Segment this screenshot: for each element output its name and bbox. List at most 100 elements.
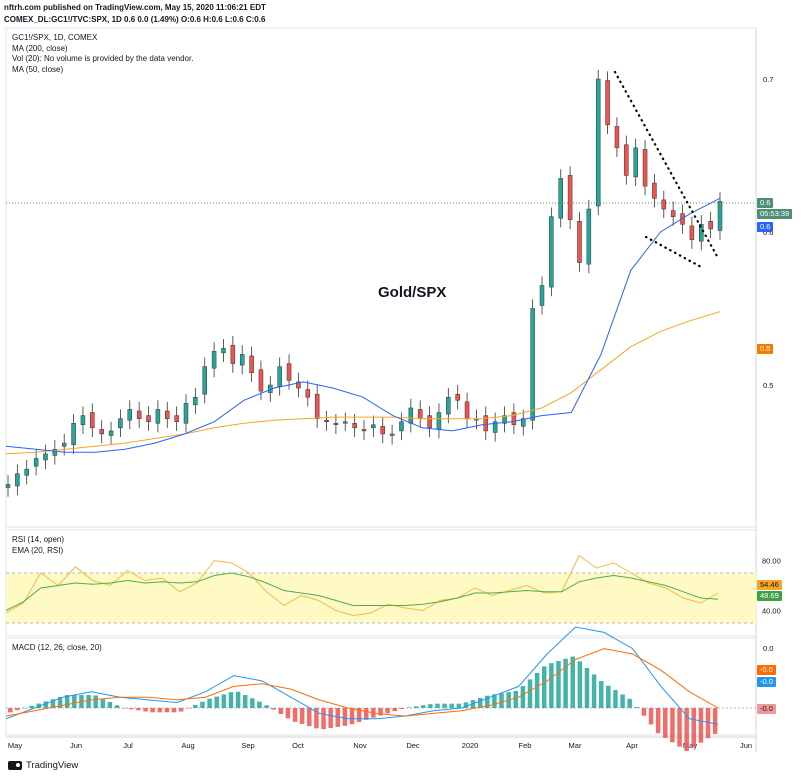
macd-histogram-bar	[164, 708, 170, 713]
candle	[211, 351, 217, 369]
legend-rsi-ema[interactable]: EMA (20, RSI)	[12, 545, 64, 555]
macd-histogram-bar	[385, 708, 390, 714]
macd-histogram-bar	[584, 667, 590, 708]
candle	[521, 418, 526, 427]
rsi-value-tag: 54.46	[757, 580, 782, 590]
legend-rsi[interactable]: RSI (14, open)	[12, 535, 65, 544]
macd-histogram-bar	[634, 707, 640, 708]
legend-volume[interactable]: Vol (20): No volume is provided by the d…	[12, 54, 194, 63]
ohlc-line: COMEX_DL:GC1!/TVC:SPX, 1D 0.6 0.0 (1.49%…	[4, 15, 266, 24]
candle	[558, 178, 563, 219]
time-tick-label: Aug	[181, 741, 194, 750]
legend-macd[interactable]: MACD (12, 26, close, 20)	[12, 643, 102, 652]
macd-value-tag: -0.0	[757, 677, 776, 687]
macd-histogram-bar	[292, 708, 298, 722]
candle	[586, 208, 592, 265]
ma200-price-tag: 0.5	[757, 344, 774, 354]
macd-histogram-bar	[57, 697, 63, 708]
candle	[343, 421, 348, 424]
candle	[61, 442, 67, 447]
pane-frame-0	[5, 27, 757, 528]
macd-histogram-bar	[86, 695, 91, 708]
candle	[708, 221, 713, 230]
footer-brand[interactable]: TradingView	[8, 760, 78, 771]
candle	[165, 410, 170, 419]
macd-histogram-bar	[314, 708, 319, 729]
candle	[614, 126, 620, 149]
macd-histogram-bar	[378, 708, 383, 716]
macd-histogram-bar	[420, 705, 426, 708]
candle	[670, 210, 676, 217]
macd-histogram-bar	[499, 693, 504, 708]
legend-ma200[interactable]: MA (200, close)	[12, 43, 68, 53]
macd-histogram-bar	[221, 694, 227, 708]
macd-histogram-bar	[556, 660, 561, 708]
macd-histogram-bar	[670, 708, 675, 743]
candle	[239, 354, 245, 366]
macd-tick-label: 0.0	[763, 644, 773, 653]
candle	[408, 407, 414, 424]
candle	[118, 418, 123, 429]
time-tick-label: May	[683, 741, 697, 750]
macd-histogram-bar	[364, 708, 369, 720]
macd-histogram-bar	[200, 701, 205, 708]
candle	[155, 409, 161, 424]
macd-histogram-bar	[178, 708, 184, 712]
macd-histogram-bar	[114, 705, 120, 708]
macd-histogram-bar	[655, 708, 661, 734]
macd-histogram-bar	[136, 708, 141, 711]
macd-histogram-bar	[264, 705, 269, 708]
candle	[361, 429, 367, 432]
macd-histogram-bar	[342, 708, 348, 726]
macd-histogram-bar	[36, 703, 41, 708]
time-tick-label: Apr	[626, 741, 638, 750]
candle	[436, 412, 442, 430]
candle	[286, 363, 292, 381]
macd-histogram-bar	[527, 679, 533, 708]
candle	[127, 409, 133, 421]
macd-histogram-bar	[456, 703, 462, 708]
macd-histogram-bar	[228, 692, 234, 708]
macd-histogram-bar	[449, 703, 454, 708]
candle	[455, 393, 460, 401]
macd-histogram-bar	[563, 658, 568, 708]
legend-symbol[interactable]: GC1!/SPX, 1D, COMEX	[12, 33, 98, 42]
macd-histogram-bar	[64, 695, 70, 708]
candle	[539, 285, 545, 306]
macd-histogram-bar	[278, 708, 284, 714]
candle	[24, 468, 29, 476]
time-tick-label: Oct	[292, 741, 305, 750]
candle	[427, 415, 432, 429]
hist-value-tag: -0.0	[757, 704, 776, 714]
lower-trendline	[644, 235, 705, 270]
macd-histogram-bar	[677, 708, 682, 747]
ma50-line	[5, 197, 721, 453]
macd-histogram-bar	[684, 708, 689, 752]
time-tick-label: May	[8, 741, 22, 750]
macd-histogram-bar	[591, 674, 597, 708]
candle	[305, 389, 311, 398]
candle	[99, 429, 104, 435]
macd-histogram-bar	[663, 708, 668, 738]
time-tick-label: Sep	[241, 741, 254, 750]
macd-histogram-bar	[100, 698, 106, 708]
time-tick-label: Mar	[569, 741, 582, 750]
macd-histogram-bar	[157, 708, 163, 713]
legend-ma50[interactable]: MA (50, close)	[12, 64, 64, 74]
macd-histogram-bar	[107, 701, 113, 708]
macd-histogram-bar	[648, 708, 654, 725]
candle	[595, 78, 601, 207]
macd-histogram-bar	[641, 708, 647, 716]
macd-histogram-bar	[349, 708, 355, 725]
candle	[43, 453, 48, 461]
macd-histogram-bar	[307, 708, 312, 727]
macd-histogram-bar	[534, 672, 540, 708]
candle	[624, 144, 629, 176]
candle	[446, 396, 451, 415]
macd-histogram-bar	[356, 708, 362, 723]
candle	[399, 421, 404, 432]
macd-histogram-bar	[577, 661, 583, 708]
time-tick-label: Nov	[353, 741, 367, 750]
macd-histogram-bar	[235, 691, 241, 708]
macd-histogram-bar	[620, 694, 625, 708]
